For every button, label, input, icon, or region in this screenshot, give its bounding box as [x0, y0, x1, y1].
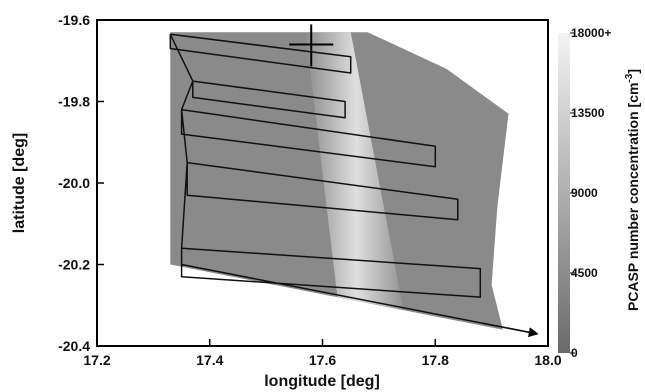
high-concentration-plume: [305, 32, 408, 330]
x-axis-ticks: 17.2 17.4 17.6 17.8 18.0: [83, 339, 562, 368]
y-tick-label: -19.6: [58, 12, 90, 28]
colorbar-tick-label: 13500: [571, 106, 605, 120]
x-tick-label: 17.8: [422, 352, 449, 368]
y-tick-label: -20.0: [58, 175, 90, 191]
flight-track: [169, 33, 537, 335]
y-tick-label: -20.4: [58, 338, 90, 354]
colorbar-tick-label: 4500: [571, 266, 598, 280]
y-axis-ticks: -19.6 -19.8 -20.0 -20.2 -20.4: [58, 12, 104, 354]
colorbar-tick-label: 0: [571, 346, 578, 360]
colorbar-title-text: PCASP number concentration [cm: [625, 83, 641, 311]
colorbar-title: PCASP number concentration [cm-3]: [624, 69, 641, 311]
x-tick-label: 18.0: [534, 352, 561, 368]
colorbar-tick-label: 18000+: [571, 26, 611, 40]
colorbar-ticks: 18000+ 13500 9000 4500 0: [570, 26, 611, 360]
y-tick-label: -19.8: [58, 94, 90, 110]
track-arrow: [483, 322, 539, 338]
x-tick-label: 17.6: [309, 352, 336, 368]
colorbar-tick-label: 9000: [571, 186, 598, 200]
plume-layer: [305, 32, 408, 330]
y-tick-label: -20.2: [58, 257, 90, 273]
colorbar: [558, 33, 570, 353]
y-axis-title: latitude [deg]: [11, 133, 28, 233]
colorbar-title-exponent: -3: [624, 73, 635, 82]
marker-cross: [289, 24, 334, 67]
x-tick-label: 17.4: [196, 352, 223, 368]
x-tick-label: 17.2: [83, 352, 110, 368]
colorbar-title-close: ]: [625, 69, 641, 74]
x-axis-title: longitude [deg]: [264, 373, 380, 390]
